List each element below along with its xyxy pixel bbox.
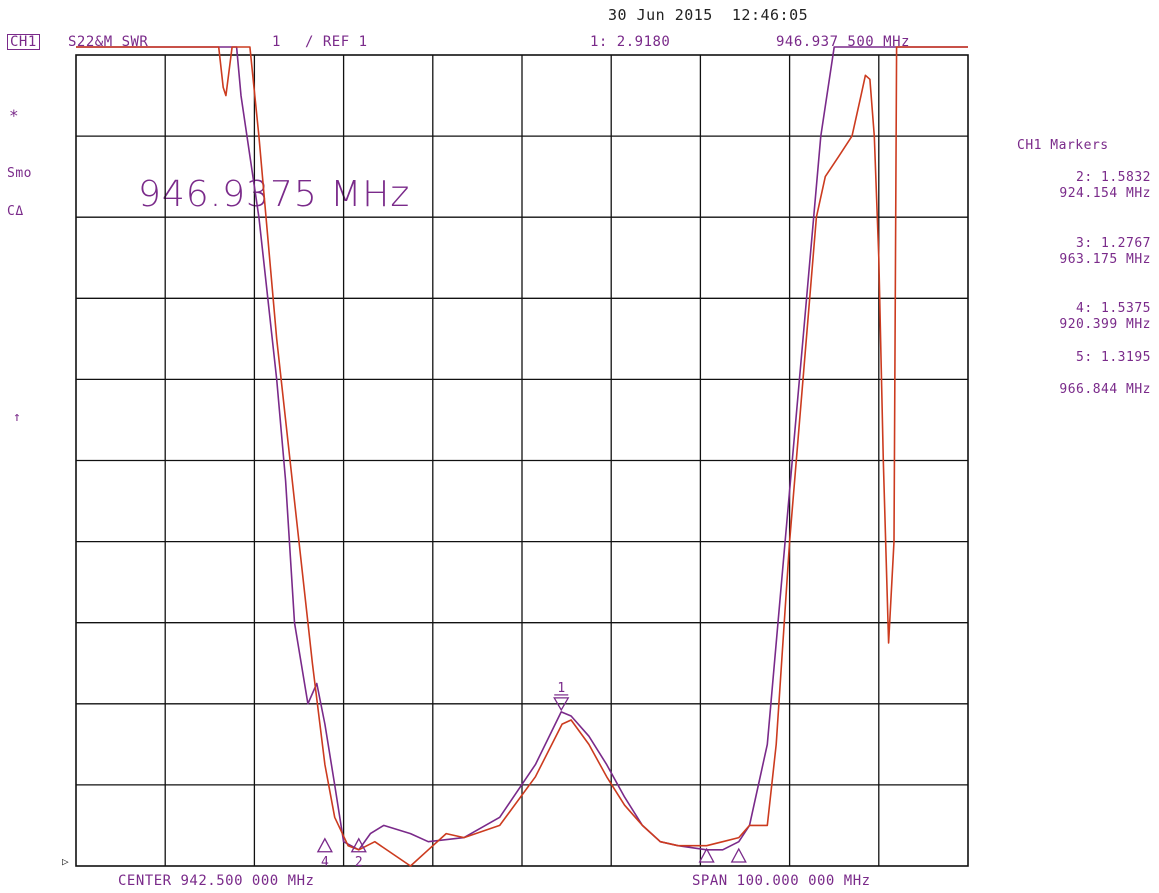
marker-2-frequency: 963.175 MHz — [1059, 252, 1151, 267]
series-1-line — [76, 46, 968, 851]
ref-label: / REF 1 — [305, 34, 368, 50]
marker-4-value: 5: 1.3195 — [1076, 350, 1151, 365]
series-2-line — [76, 46, 968, 867]
marker-3-value: 4: 1.5375 — [1076, 301, 1151, 316]
marker-4-frequency: 966.844 MHz — [1059, 382, 1151, 397]
active-marker-freq: 946.937 500 MHz — [776, 34, 910, 50]
marker-frequency-readout: 946.9375 MHz — [138, 174, 411, 215]
datetime: 30 Jun 2015 12:46:05 — [608, 6, 809, 24]
marker-3-frequency: 920.399 MHz — [1059, 317, 1151, 332]
marker-2-value: 3: 1.2767 — [1076, 236, 1151, 251]
span-frequency: SPAN 100.000 000 MHz — [692, 873, 871, 889]
channel-label[interactable]: CH1 — [7, 34, 40, 50]
marker-5 — [730, 847, 747, 863]
ref-position-icon: ▷ — [62, 855, 70, 868]
marker-2 — [350, 837, 367, 853]
active-marker-value: 1: 2.9180 — [590, 34, 671, 50]
marker-1-value: 2: 1.5832 — [1076, 170, 1151, 185]
marker-4 — [316, 837, 333, 853]
center-frequency: CENTER 942.500 000 MHz — [118, 873, 315, 889]
marker-4-label: 4 — [321, 855, 329, 870]
marker-1-frequency: 924.154 MHz — [1059, 186, 1151, 201]
measurement-label: S22&M SWR — [68, 34, 149, 50]
scale-label: 1 — [272, 34, 281, 50]
marker-1 — [553, 697, 570, 712]
marker-2-label: 2 — [355, 855, 363, 870]
markers-panel-title: CH1 Markers — [1017, 138, 1109, 153]
star-indicator: * — [9, 106, 20, 125]
smoothing-indicator: Smo — [7, 166, 32, 181]
marker-1-label: 1 — [557, 681, 565, 696]
marker-3 — [698, 847, 715, 863]
correction-indicator: CΔ — [7, 204, 24, 219]
ref-arrow-icon: ↑ — [13, 410, 22, 425]
